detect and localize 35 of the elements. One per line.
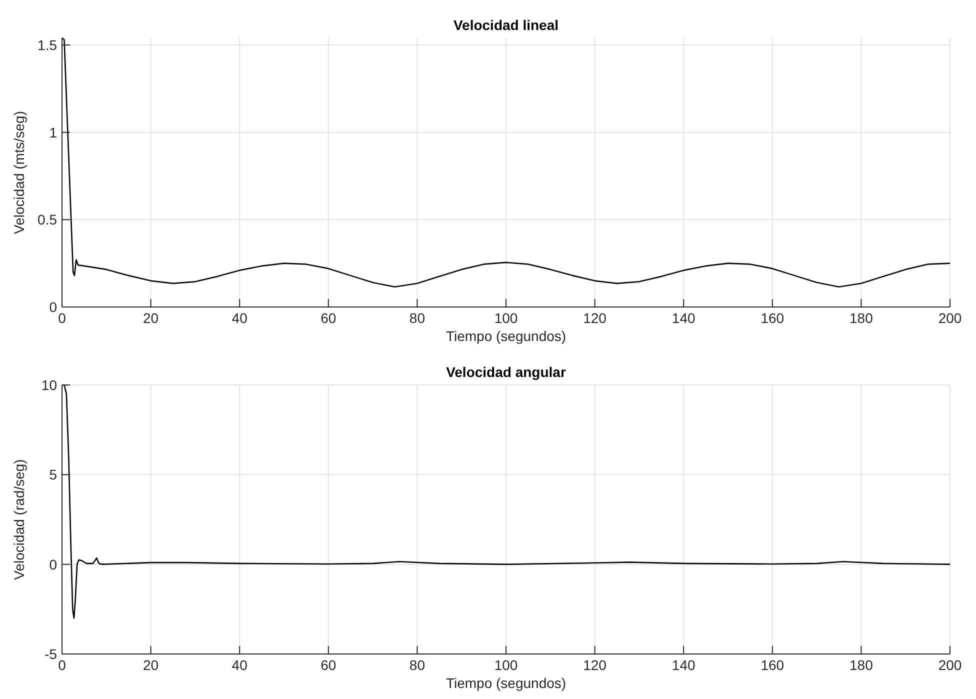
x-tick-label: 40 bbox=[232, 657, 248, 673]
y-tick-label: 0 bbox=[49, 299, 58, 315]
x-tick-label: 120 bbox=[583, 657, 607, 673]
x-tick-label: 120 bbox=[583, 310, 607, 326]
y-axis-title: Velocidad (mts/seg) bbox=[11, 111, 27, 234]
x-tick-label: 60 bbox=[320, 310, 336, 326]
y-tick-label: 1 bbox=[49, 124, 58, 140]
x-tick-label: 80 bbox=[409, 657, 426, 673]
y-axis-title: Velocidad (rad/seg) bbox=[11, 459, 27, 580]
x-tick-label: 80 bbox=[409, 310, 426, 326]
x-tick-label: 200 bbox=[938, 657, 962, 673]
x-tick-label: 200 bbox=[938, 310, 962, 326]
y-tick-label: 5 bbox=[49, 466, 58, 483]
chart-title: Velocidad lineal bbox=[453, 17, 559, 33]
x-tick-label: 100 bbox=[494, 657, 518, 673]
x-tick-label: 180 bbox=[850, 310, 874, 326]
y-tick-label: 10 bbox=[41, 377, 58, 393]
x-tick-label: 180 bbox=[850, 657, 874, 673]
x-axis-title: Tiempo (segundos) bbox=[446, 675, 566, 691]
x-tick-label: 60 bbox=[320, 657, 336, 673]
y-tick-label: 0 bbox=[49, 556, 58, 572]
x-tick-label: 40 bbox=[232, 310, 248, 326]
x-tick-label: 160 bbox=[760, 657, 784, 673]
x-axis-title: Tiempo (segundos) bbox=[446, 328, 566, 344]
chart-title: Velocidad angular bbox=[446, 364, 566, 380]
x-tick-label: 20 bbox=[143, 657, 159, 673]
x-tick-label: 140 bbox=[672, 657, 696, 673]
x-tick-label: 20 bbox=[143, 310, 159, 326]
x-tick-label: 140 bbox=[672, 310, 696, 326]
x-tick-label: 160 bbox=[760, 310, 784, 326]
x-tick-label: 100 bbox=[494, 310, 518, 326]
y-tick-label: 1.5 bbox=[38, 36, 58, 53]
y-tick-label: 0.5 bbox=[38, 212, 58, 228]
line-series bbox=[61, 37, 951, 288]
y-tick-label: -5 bbox=[44, 646, 58, 662]
